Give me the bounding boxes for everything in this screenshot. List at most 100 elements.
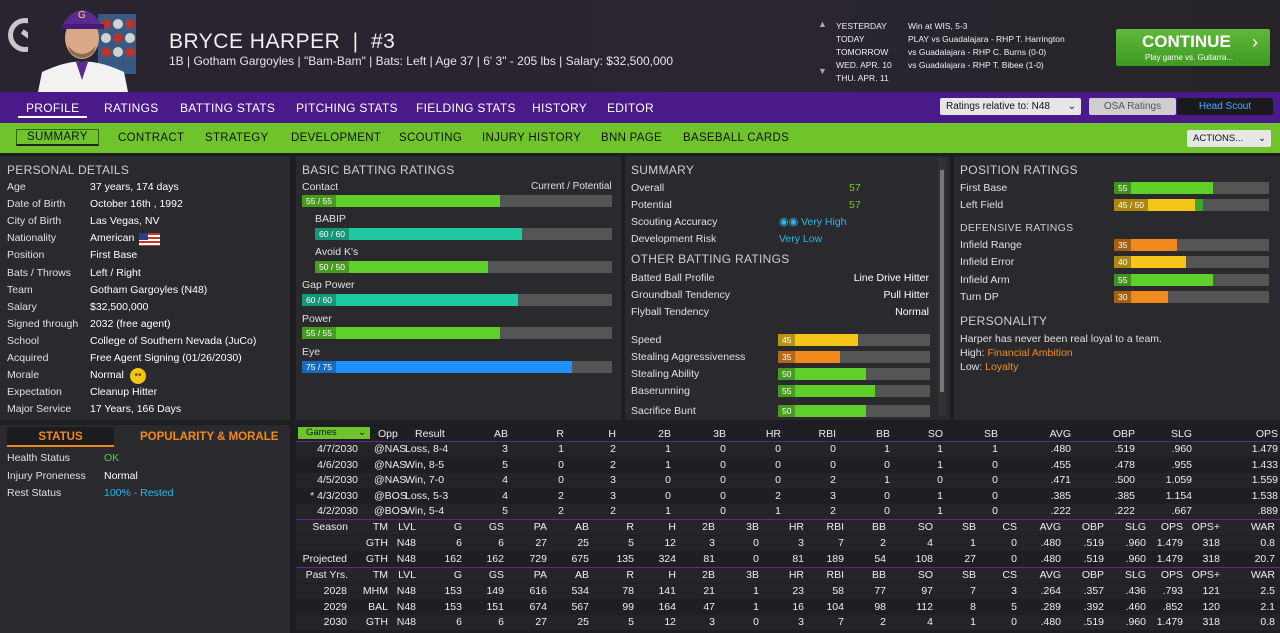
rating-badge: 55 / 55 [302,195,336,207]
schedule-row[interactable]: TODAY PLAY vs Guadalajara - RHP T. Harrin… [836,33,1065,46]
schedule-row[interactable]: WED. APR. 10 vs Guadalajara - RHP T. Bibe… [836,59,1065,72]
defensive-label: Infield Arm [960,273,1010,286]
tab-history[interactable]: HISTORY [532,101,588,115]
table-row[interactable] [296,536,1280,551]
table-row[interactable] [296,473,1280,489]
detail-value: American [90,232,135,245]
column-header: OPS [1160,569,1183,581]
schedule-row[interactable]: TOMORROW vs Guadalajara - RHP C. Burns (0… [836,46,1065,59]
rating-bar: 55 / 55 [302,195,612,207]
head-scout-button[interactable]: Head Scout [1177,98,1273,115]
table-row[interactable] [296,615,1280,631]
ratings-relative-select[interactable]: Ratings relative to: N48 ⌄ [940,98,1081,115]
main-nav: PROFILE RATINGS BATTING STATS PITCHING S… [0,92,1280,123]
low-value: Loyalty [985,361,1019,373]
column-header: OPS [1255,428,1278,440]
game-opp: @NAS [374,458,407,471]
subtab-strategy[interactable]: STRATEGY [205,132,269,144]
stat-cell: .289 [1040,600,1061,613]
game-stat: 2 [558,489,564,502]
groundball-label: Groundball Tendency [631,289,731,301]
stat-cell: 27 [964,552,976,565]
subtab-development[interactable]: DEVELOPMENT [291,132,382,144]
batting-rating-label: Contact [302,181,339,193]
stat-cell: 7 [838,537,844,549]
subtab-baseball-cards[interactable]: BASEBALL CARDS [683,132,790,144]
tab-batting-stats[interactable]: BATTING STATS [180,101,276,115]
stat-cell: BAL [368,600,388,613]
subtab-injury-history[interactable]: INJURY HISTORY [482,132,582,144]
tab-ratings[interactable]: RATINGS [104,101,159,115]
schedule-day: THU. APR. 11 [836,73,889,83]
column-header: Past Yrs. [305,569,348,581]
detail-label: Acquired [7,352,49,364]
column-header: OPS+ [1191,569,1220,581]
batted-ball-value: Line Drive Hitter [853,272,929,284]
stat-cell: 108 [915,552,933,565]
column-header: RBI [826,521,844,533]
subtab-summary[interactable]: SUMMARY [16,129,99,146]
column-header: BB [875,428,890,440]
personal-details-title: PERSONAL DETAILS [7,163,130,177]
stat-cell: 25 [577,537,589,549]
tab-fielding-stats[interactable]: FIELDING STATS [416,101,516,115]
summary-scrollbar[interactable] [938,158,946,416]
game-stat: 0 [884,505,890,518]
batting-rating-label: BABIP [315,213,346,225]
overall-value: 57 [849,182,861,194]
osa-ratings-button[interactable]: OSA Ratings [1089,98,1176,115]
table-row[interactable] [296,488,1280,504]
table-row[interactable] [296,584,1280,599]
game-stat: .222 [1114,505,1135,518]
game-stat: 3 [830,489,836,502]
stats-panel: Games ⌄ Opp Result AB R H 2B 3B HR RBI BB SO SB AVG O… [296,425,1280,633]
games-select[interactable]: Games ⌄ [298,427,370,439]
tab-status[interactable]: STATUS [7,427,114,447]
table-row[interactable] [296,599,1280,615]
subtab-contract[interactable]: CONTRACT [118,132,185,144]
game-stat: .955 [1171,458,1192,471]
table-row[interactable] [296,504,1280,520]
injury-proneness-value: Normal [104,470,138,482]
schedule-text: vs Guadalajara - RHP T. Bibee (1-0) [908,60,1044,70]
rating-badge: 60 / 60 [302,294,336,306]
column-header: Opp [378,428,398,440]
stat-cell: 141 [658,585,676,597]
continue-button[interactable]: CONTINUE Play game vs. Guitarra... › [1116,29,1270,66]
column-header: AVG [1039,569,1061,581]
tab-profile[interactable]: PROFILE [18,101,88,118]
detail-value: 2032 (free agent) [90,317,171,330]
subtab-scouting[interactable]: SCOUTING [399,132,463,144]
tab-pitching-stats[interactable]: PITCHING STATS [296,101,398,115]
schedule-down-icon[interactable]: ▼ [818,66,827,76]
detail-label: Signed through [7,317,79,330]
stat-cell: .519 [1083,616,1104,629]
game-stat: 1.059 [1165,474,1192,487]
stat-cell: 149 [486,585,504,597]
schedule-row[interactable]: THU. APR. 11 [836,72,1065,85]
column-header: HR [788,569,804,581]
column-header: TM [372,569,388,581]
table-row[interactable] [296,442,1280,457]
stat-cell: 7 [838,616,844,629]
batting-rating-label: Eye [302,346,321,358]
current-potential-label: Current / Potential [531,181,612,192]
stat-cell: 567 [571,600,589,613]
game-stat: 3 [610,489,616,502]
groundball-value: Pull Hitter [883,289,929,301]
schedule-row[interactable]: YESTERDAY Win at WIS, 5-3 [836,20,1065,33]
schedule-day: YESTERDAY [836,21,887,31]
tab-editor[interactable]: EDITOR [607,101,654,115]
tab-popularity-morale[interactable]: POPULARITY & MORALE [140,431,279,443]
subtab-bnn-page[interactable]: BNN PAGE [601,132,662,144]
table-row[interactable] [296,457,1280,473]
schedule-up-icon[interactable]: ▲ [818,19,827,29]
game-stat: 0 [830,443,836,455]
table-row[interactable] [296,551,1280,567]
stat-cell: 2 [880,537,886,549]
scrollbar-thumb[interactable] [940,170,944,392]
actions-dropdown[interactable]: ACTIONS... ⌄ [1187,130,1271,147]
stat-cell: GTH [365,552,388,565]
stat-cell: .960 [1125,616,1146,629]
game-stat: 5 [502,458,508,471]
